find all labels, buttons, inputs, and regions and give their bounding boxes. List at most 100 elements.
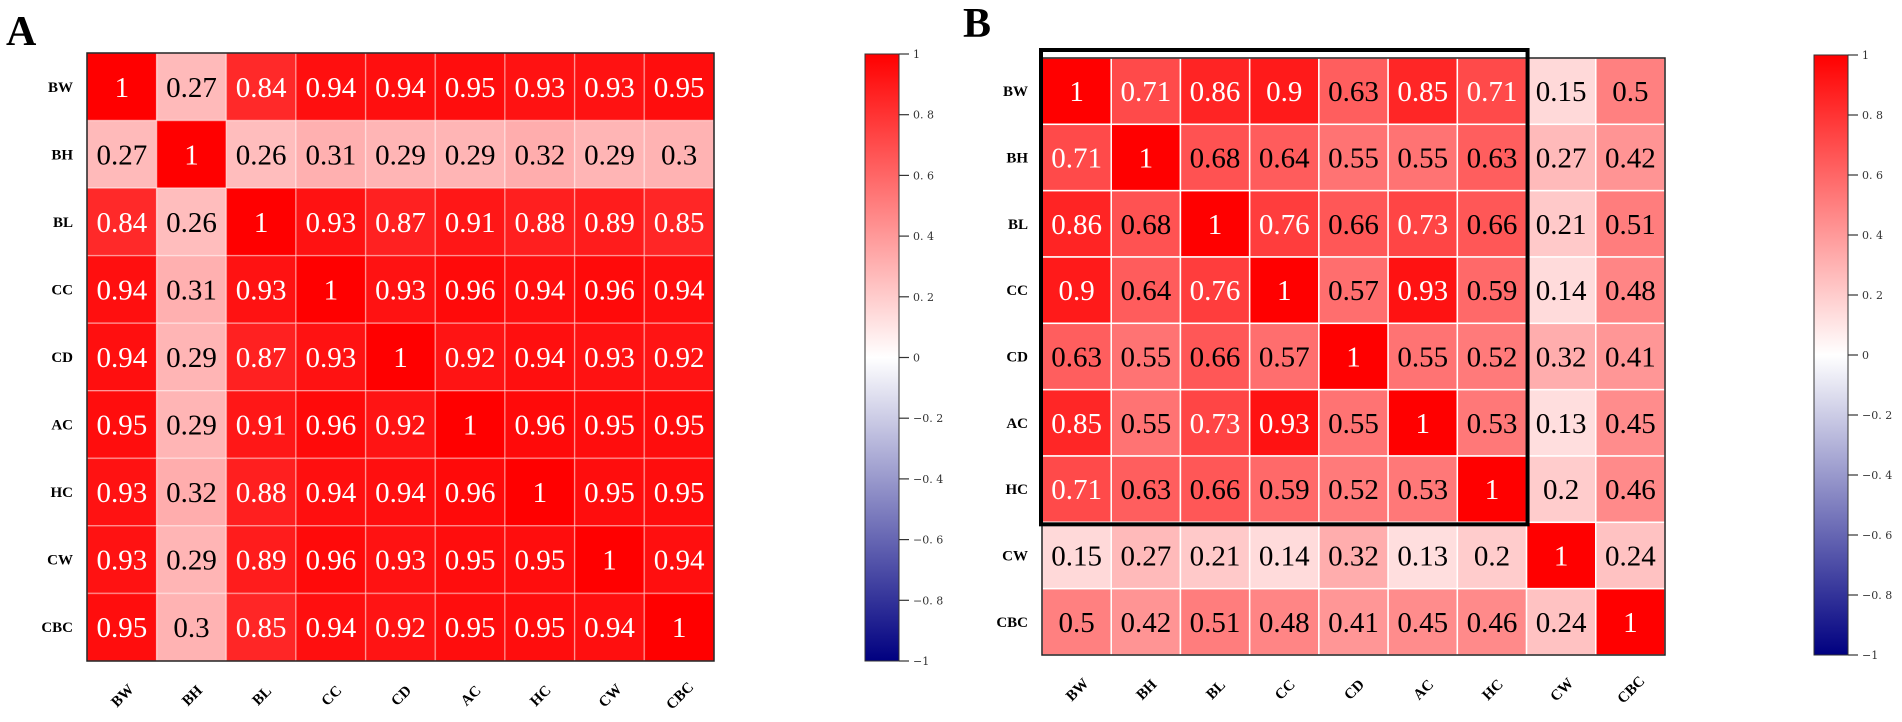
cell-value: 0.13 [1536, 408, 1587, 440]
heatmap-cell [86, 119, 158, 189]
heatmap-cell [643, 187, 715, 257]
heatmap-cell [364, 119, 437, 189]
heatmap-cell [1248, 189, 1320, 258]
heatmap-cell [1595, 256, 1666, 325]
colorbar-tick-label: 0. 2 [913, 291, 934, 304]
cell-value: 0.85 [1397, 76, 1448, 108]
heatmap-b: 1 0.71 0.86 0.9 0.63 0.85 0.71 0.15 0.5 0.71 1 0.68… [996, 48, 1666, 707]
cell-value: 0.21 [1190, 541, 1241, 573]
row-label: AC [51, 418, 73, 434]
cell-value: 0.42 [1605, 143, 1656, 175]
cell-value: 0.24 [1605, 541, 1656, 573]
row-label: CD [1006, 350, 1028, 366]
cell-value: 0.51 [1605, 209, 1656, 241]
heatmap-cell [1041, 388, 1112, 457]
colorbar-tick-label: 0. 2 [1862, 289, 1883, 302]
cell-value: 0.95 [96, 612, 147, 644]
heatmap-cell [643, 322, 715, 392]
heatmap-cell [155, 390, 228, 460]
cell-value: 0.94 [375, 477, 426, 509]
cell-value: 0.5 [1058, 607, 1094, 639]
cell-value: 1 [1139, 143, 1154, 175]
cell-value: 0.93 [236, 274, 287, 306]
heatmap-cell [1525, 256, 1597, 325]
cell-value: 0.94 [96, 274, 147, 306]
col-label: CD [388, 683, 415, 710]
cell-value: 0.94 [654, 274, 705, 306]
heatmap-cell [434, 525, 506, 595]
cell-value: 0.2 [1474, 541, 1510, 573]
cell-value: 0.87 [236, 342, 287, 374]
cell-value: 0.5 [1612, 76, 1648, 108]
colorbar-tick-label: 0. 8 [1862, 109, 1883, 122]
cell-value: 0.91 [445, 207, 496, 239]
heatmap-cell [1110, 322, 1182, 391]
cell-value: 0.26 [236, 139, 287, 171]
cell-value: 1 [324, 274, 339, 306]
col-label: CBC [663, 679, 697, 713]
colorbar-tick-label: 0. 4 [1862, 229, 1883, 242]
cell-value: 0.95 [514, 612, 565, 644]
heatmap-cell [1595, 521, 1666, 590]
row-label: CBC [41, 620, 73, 636]
cell-value: 0.15 [1051, 541, 1102, 573]
cell-value: 0.52 [1467, 342, 1518, 374]
cell-value: 0.27 [1536, 143, 1587, 175]
col-label: BH [179, 683, 206, 710]
cell-value: 0.76 [1190, 275, 1241, 307]
cell-value: 0.73 [1397, 209, 1448, 241]
cell-value: 0.55 [1120, 342, 1171, 374]
heatmap-cell [155, 52, 228, 122]
cell-value: 1 [1485, 474, 1500, 506]
panel-label-b: B [963, 1, 991, 47]
row-label: CC [1006, 283, 1028, 299]
cell-value: 0.89 [584, 207, 635, 239]
cell-value: 0.76 [1259, 209, 1310, 241]
cell-value: 0.92 [375, 410, 426, 442]
heatmap-cell [1318, 256, 1389, 325]
row-label: AC [1006, 416, 1028, 432]
colorbar-tick-label: −1 [913, 655, 929, 668]
colorbar-a: 1 0. 8 0. 6 0. 4 0. 2 0 −0. 2 −0. 4 −0. 6 −0. 8 −1 [864, 48, 943, 668]
cell-value: 0.95 [514, 545, 565, 577]
col-label: HC [527, 683, 554, 710]
col-label: AC [458, 683, 485, 710]
heatmap-cell [295, 390, 367, 460]
cell-value: 1 [1208, 209, 1223, 241]
cell-value: 0.93 [96, 477, 147, 509]
colorbar-gradient [1813, 54, 1849, 656]
cell-value: 0.84 [96, 207, 147, 239]
heatmap-cell [1595, 189, 1666, 258]
cell-value: 0.73 [1190, 408, 1241, 440]
highlight-box [1039, 48, 1530, 527]
heatmap-cell [1179, 189, 1251, 258]
cell-value: 0.85 [654, 207, 705, 239]
heatmap-cell [1456, 256, 1528, 325]
col-label: BW [1063, 676, 1092, 705]
heatmap-cell [1110, 57, 1182, 126]
cell-value: 0.95 [654, 477, 705, 509]
heatmap-cell [434, 592, 506, 662]
cell-value: 0.95 [96, 410, 147, 442]
cell-value: 0.93 [375, 274, 426, 306]
heatmap-cell [225, 187, 297, 257]
heatmap-cell [1525, 189, 1597, 258]
row-label: BL [1008, 217, 1028, 233]
heatmap-cell [1179, 256, 1251, 325]
colorbar-tick-label: −0. 2 [1862, 409, 1892, 422]
col-label: CW [1548, 675, 1578, 705]
cell-value: 0.29 [445, 139, 496, 171]
cell-value: 0.3 [173, 612, 209, 644]
cell-value: 1 [1623, 607, 1638, 639]
cell-value: 0.55 [1328, 408, 1379, 440]
cell-value: 0.55 [1120, 408, 1171, 440]
heatmap-cell [1110, 521, 1182, 590]
cell-value: 0.63 [1051, 342, 1102, 374]
heatmap-cell [1110, 455, 1182, 524]
heatmap-cell [86, 390, 158, 460]
cell-value: 0.27 [96, 139, 147, 171]
colorbar-tick-label: −1 [1862, 649, 1878, 662]
col-label: BL [1203, 677, 1228, 702]
cell-value: 0.66 [1190, 342, 1241, 374]
